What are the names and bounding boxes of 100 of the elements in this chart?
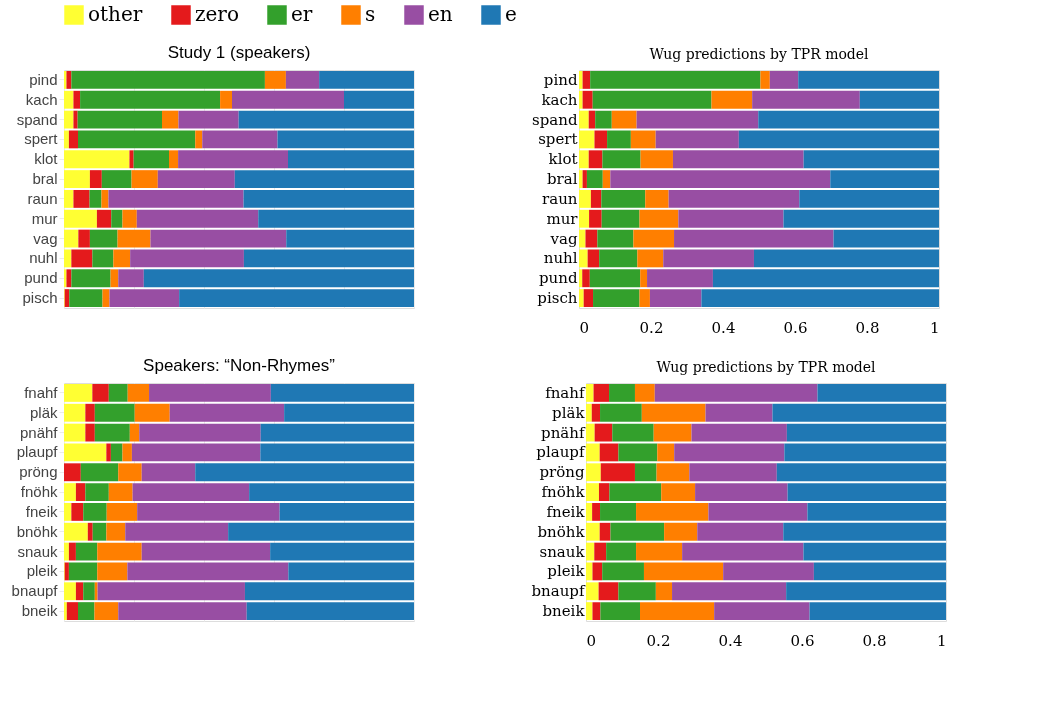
y-tick-label: bneik (21, 602, 58, 620)
bar (73, 90, 81, 109)
bar (64, 150, 130, 169)
x-tick-label: 0 (579, 318, 590, 337)
bar (69, 289, 103, 308)
y-tick-label: kach (25, 90, 58, 108)
bar (137, 502, 280, 521)
legend-label: other (88, 2, 143, 26)
x-tick-label: 1 (929, 318, 940, 337)
chart-title: Study 1 (speakers) (167, 43, 311, 62)
bar (109, 289, 180, 308)
bar (118, 463, 142, 482)
y-tick-label: bnaupf (531, 582, 586, 601)
x-tick-label: 0.2 (646, 631, 671, 650)
y-tick-label: fneik (25, 502, 58, 520)
bar (101, 170, 132, 189)
bar (228, 522, 414, 541)
y-tick-label: bral (546, 170, 578, 189)
y-tick-label: snauk (539, 542, 586, 561)
y-tick-label: fneik (546, 502, 586, 521)
bar (195, 463, 414, 482)
bar (64, 502, 72, 521)
x-tick-label: 0.6 (790, 631, 815, 650)
y-tick-label: bnöhk (537, 522, 586, 541)
y-tick-label: fnahf (24, 383, 59, 401)
bar (97, 582, 245, 601)
bar (83, 582, 95, 601)
y-tick-label: pisch (537, 289, 578, 308)
y-tick-label: pläk (29, 403, 58, 421)
bar (122, 209, 137, 228)
y-tick-label: nuhl (29, 249, 58, 267)
bar (244, 582, 414, 601)
bar (92, 522, 107, 541)
x-tick-label: 0.2 (639, 318, 664, 337)
y-tick-label: pröng (19, 463, 58, 481)
bar (71, 269, 111, 288)
bar (195, 130, 203, 149)
x-tick-label: 0 (586, 631, 597, 650)
bar (319, 70, 414, 89)
y-tick-label: vag (33, 229, 58, 247)
bar (108, 189, 244, 208)
bar (71, 502, 84, 521)
x-tick-label: 0.4 (718, 631, 743, 650)
bar (89, 170, 102, 189)
x-tick-label: 1 (936, 631, 947, 650)
y-tick-label: raun (27, 189, 58, 207)
bar (94, 403, 135, 422)
bar (92, 383, 109, 402)
y-tick-label: pisch (22, 289, 58, 307)
bar (285, 70, 320, 89)
y-tick-label: klot (548, 150, 578, 169)
bar (149, 383, 271, 402)
bar (64, 562, 69, 581)
bar (106, 522, 126, 541)
bar (243, 189, 414, 208)
bar (118, 602, 247, 621)
legend-label: en (428, 2, 453, 26)
bar (89, 189, 102, 208)
y-tick-label: mur (546, 209, 579, 228)
bar (169, 403, 285, 422)
bar (141, 463, 196, 482)
bar (108, 483, 133, 502)
y-tick-label: bnaupf (11, 582, 59, 600)
y-tick-label: nuhl (543, 249, 578, 268)
bar (288, 150, 414, 169)
bar (136, 209, 259, 228)
bar (94, 582, 98, 601)
bar (270, 383, 414, 402)
bar (80, 463, 119, 482)
bar (85, 423, 95, 442)
bar (66, 269, 72, 288)
y-tick-label: pund (538, 269, 578, 288)
y-tick-label: pröng (539, 463, 585, 482)
legend-label: zero (195, 2, 239, 26)
bar (64, 463, 81, 482)
bar (71, 70, 265, 89)
x-tick-label: 0.8 (862, 631, 887, 650)
bar (64, 403, 86, 422)
bar (127, 383, 150, 402)
bar (64, 582, 76, 601)
bar (143, 269, 414, 288)
bar (68, 542, 76, 561)
bar (157, 170, 235, 189)
bar (106, 502, 138, 521)
bar (64, 522, 88, 541)
y-tick-label: plaupf (536, 443, 586, 462)
y-tick-label: plaupf (16, 443, 59, 461)
bar (87, 522, 93, 541)
bar (94, 602, 119, 621)
bar (106, 443, 111, 462)
y-tick-label: raun (542, 189, 578, 208)
y-tick-label: kach (541, 90, 578, 109)
bar (101, 189, 109, 208)
y-tick-label: pleik (547, 562, 586, 581)
bar (64, 383, 93, 402)
bar (279, 502, 414, 521)
x-tick-label: 0.8 (855, 318, 880, 337)
bar (80, 90, 221, 109)
bar (129, 150, 134, 169)
legend-label: s (365, 2, 376, 26)
